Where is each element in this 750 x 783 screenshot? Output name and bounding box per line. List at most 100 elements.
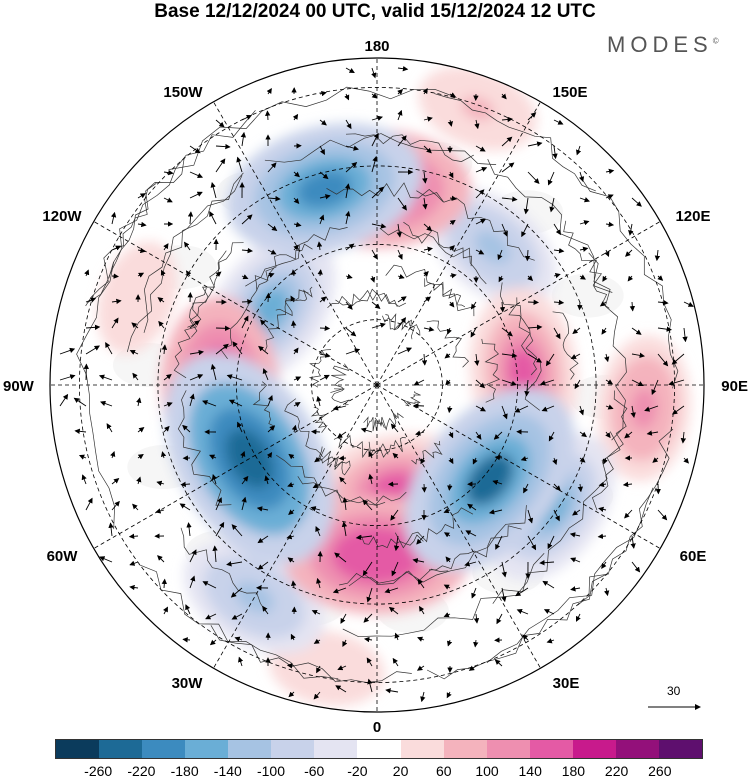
wind-vector <box>575 613 581 622</box>
wind-vector <box>340 613 347 624</box>
wind-vector <box>553 119 564 125</box>
wind-vector <box>226 374 243 381</box>
wind-vector <box>345 161 358 173</box>
wind-vector <box>265 110 271 121</box>
wind-vector <box>577 483 584 493</box>
wind-vector <box>527 141 543 147</box>
wind-vector <box>627 275 634 282</box>
colorbar-tick-label: 100 <box>475 763 499 779</box>
wind-vector <box>163 197 173 203</box>
wind-vector <box>368 451 374 459</box>
wind-vector <box>443 584 451 590</box>
wind-vector <box>311 429 321 435</box>
wind-vector <box>394 632 400 641</box>
wind-vector <box>215 271 222 278</box>
wind-vector <box>111 245 122 251</box>
wind-vector <box>527 535 537 551</box>
wind-vector <box>501 352 518 359</box>
wind-vector <box>335 685 347 693</box>
lon-label-120w: 120W <box>42 208 82 225</box>
wind-vector <box>129 560 139 566</box>
coastline-segment <box>508 297 538 376</box>
lon-label-120e: 120E <box>675 208 710 225</box>
coastline-segment <box>499 282 542 411</box>
wind-vector <box>291 269 297 277</box>
lon-label-60e: 60E <box>680 548 707 565</box>
wind-vector <box>189 171 204 178</box>
colorbar-swatch <box>529 740 573 758</box>
graticule <box>50 58 704 712</box>
coastline-segment <box>108 110 256 279</box>
wind-vector <box>421 483 427 493</box>
wind-vector <box>85 497 93 511</box>
wind-vector <box>448 457 454 465</box>
wind-vector <box>501 162 515 173</box>
wind-vector <box>465 530 477 537</box>
colorbar-swatch <box>99 740 143 758</box>
wind-vector <box>240 131 246 147</box>
wind-vector <box>310 506 321 512</box>
wind-vector <box>384 587 399 594</box>
colorbar-swatch <box>185 740 229 758</box>
coastline-segment <box>168 86 457 170</box>
coastline-segment <box>348 505 527 587</box>
wind-vector <box>267 162 277 173</box>
wind-vector <box>337 665 347 671</box>
coastline-segment <box>374 411 404 431</box>
wind-vector <box>527 171 540 184</box>
wind-vector <box>202 581 217 589</box>
wind-vector <box>215 343 229 355</box>
wind-vector <box>630 535 636 549</box>
wind-vector <box>494 659 503 667</box>
wind-vector <box>448 171 454 179</box>
wind-vector <box>161 578 168 589</box>
wind-vector <box>498 275 504 283</box>
wind-vector <box>189 191 203 199</box>
wind-vector <box>240 450 246 459</box>
wind-vector <box>355 534 373 541</box>
wind-vector <box>131 322 139 329</box>
lon-label-150w: 150W <box>163 84 203 101</box>
wind-vector <box>241 475 249 485</box>
colorbar-tick-label: 60 <box>436 763 452 779</box>
wind-vector <box>605 168 615 175</box>
wind-vector <box>622 481 633 488</box>
wind-vector <box>397 88 404 95</box>
wind-vector <box>605 194 614 200</box>
wind-vector <box>552 457 558 466</box>
wind-vector <box>553 327 561 340</box>
colorbar-tick-label: 20 <box>392 763 409 779</box>
wind-vector <box>231 524 243 537</box>
wind-vector <box>319 374 330 381</box>
colorbar-swatch <box>271 740 315 758</box>
wind-vector <box>344 183 351 199</box>
wind-vector <box>267 425 276 433</box>
wind-vector <box>362 499 373 511</box>
wind-vector <box>499 301 506 313</box>
wind-vector <box>345 273 353 280</box>
wind-vector <box>579 220 590 226</box>
coastline-segment <box>331 388 350 406</box>
wind-vector <box>397 317 407 329</box>
lon-label-0: 0 <box>373 719 381 736</box>
wind-vector <box>163 243 169 251</box>
wind-vector <box>468 665 477 671</box>
colorbar <box>55 739 703 759</box>
wind-vector <box>212 545 218 563</box>
wind-vector <box>604 249 610 258</box>
wind-vector <box>317 269 323 277</box>
coastline-segment <box>86 157 185 304</box>
wind-vector <box>598 481 607 488</box>
wind-vector <box>108 522 114 537</box>
wind-vector <box>547 535 555 550</box>
wind-vector <box>157 297 165 303</box>
wind-vector <box>494 455 503 461</box>
colorbar-tick-label: -180 <box>170 763 199 779</box>
wind-vector <box>315 525 321 537</box>
wind-vector <box>449 219 456 226</box>
wind-vector <box>267 272 275 278</box>
neutral-area <box>551 273 624 318</box>
wind-vector <box>238 656 244 667</box>
wind-vector <box>605 379 614 385</box>
wind-vector <box>495 535 503 550</box>
